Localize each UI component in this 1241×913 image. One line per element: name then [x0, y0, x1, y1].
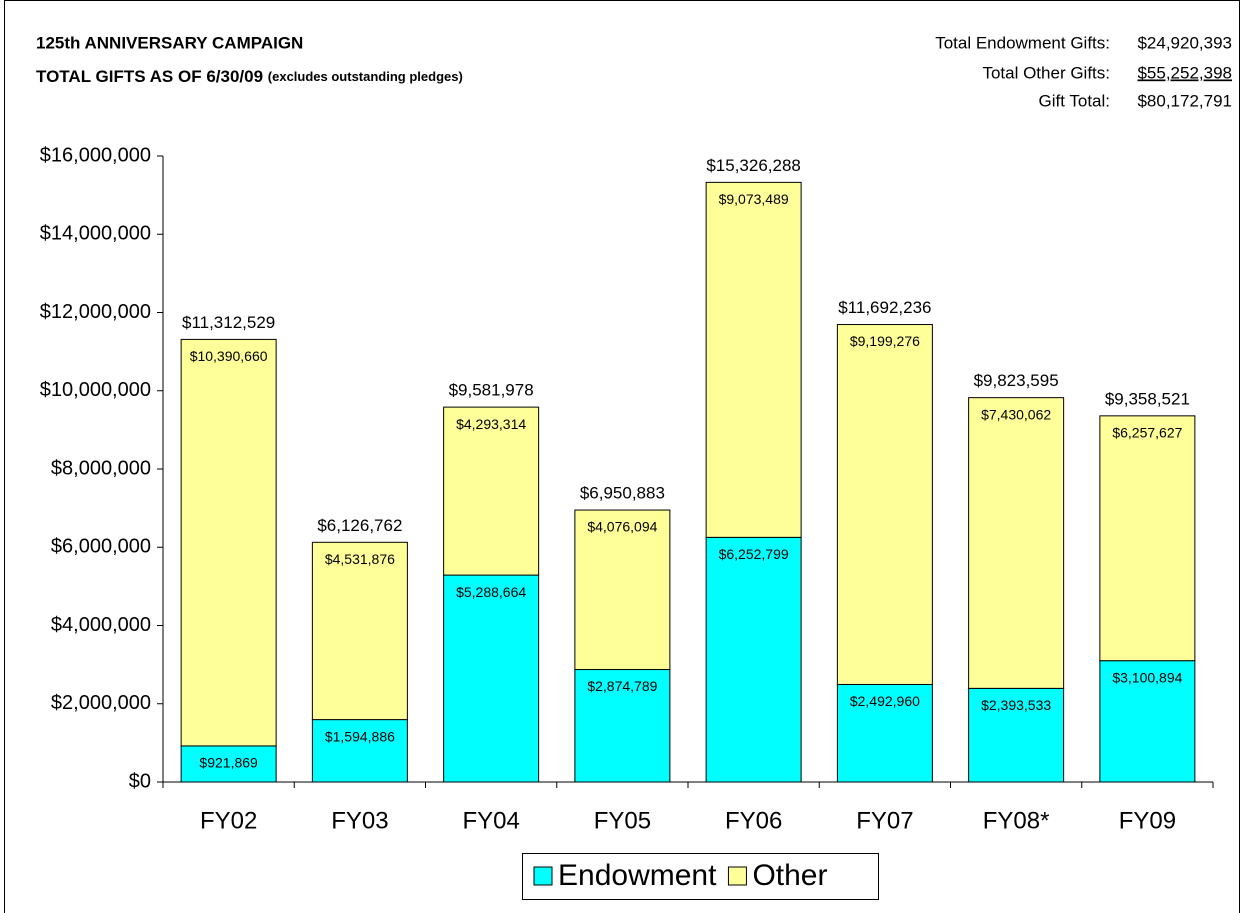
bar-segment — [311, 719, 408, 783]
x-tick-label: FY08* — [983, 807, 1050, 834]
bar-segment — [705, 181, 802, 538]
bar-segment — [705, 536, 802, 783]
x-tick-label: FY04 — [462, 807, 519, 834]
total-label: $9,358,521 — [1105, 389, 1190, 408]
y-tick-label: $4,000,000 — [51, 614, 151, 636]
legend-label: Endowment — [558, 859, 717, 892]
subtitle: TOTAL GIFTS AS OF 6/30/09 — [36, 67, 263, 86]
value-label: $6,252,799 — [719, 546, 789, 562]
chart-subtitle: TOTAL GIFTS AS OF 6/30/09 (excludes outs… — [36, 67, 463, 86]
legend-box — [522, 853, 879, 900]
summary-amount: $24,920,393 — [1137, 33, 1232, 52]
y-tick-label: $6,000,000 — [51, 536, 151, 558]
value-label: $6,257,627 — [1112, 425, 1182, 441]
total-label: $6,126,762 — [317, 516, 402, 535]
legend-swatch — [533, 866, 553, 886]
x-tick-label: FY02 — [200, 807, 257, 834]
value-label: $3,100,894 — [1112, 669, 1182, 685]
bar-segment — [574, 669, 671, 783]
value-label: $2,874,789 — [587, 678, 657, 694]
value-label: $4,531,876 — [325, 551, 395, 567]
y-tick-label: $10,000,000 — [40, 379, 151, 401]
bar-segment — [836, 683, 933, 783]
subtitle-note: (excludes outstanding pledges) — [268, 69, 463, 84]
chart-title: 125th ANNIVERSARY CAMPAIGN — [36, 33, 303, 52]
bar-segment — [968, 397, 1065, 689]
x-tick-label: FY03 — [331, 807, 388, 834]
summary-amount: $80,172,791 — [1137, 91, 1232, 110]
value-label: $4,293,314 — [456, 416, 526, 432]
value-label: $2,393,533 — [981, 697, 1051, 713]
bar-segment — [180, 338, 277, 747]
summary-label: Gift Total: — [1039, 91, 1111, 110]
value-label: $10,390,660 — [190, 348, 268, 364]
x-tick-label: FY05 — [594, 807, 651, 834]
x-tick-label: FY06 — [725, 807, 782, 834]
total-label: $11,692,236 — [838, 298, 931, 317]
frame — [4, 0, 1240, 913]
bar-segment — [443, 406, 540, 576]
bar-segment — [836, 324, 933, 685]
summary-label: Total Other Gifts: — [982, 63, 1110, 82]
legend-label: Other — [752, 859, 827, 892]
value-label: $9,199,276 — [850, 333, 920, 349]
bar-segment — [1099, 660, 1196, 783]
total-label: $9,581,978 — [449, 381, 534, 400]
bar-segment — [311, 541, 408, 721]
total-label: $11,312,529 — [182, 313, 275, 332]
value-label: $9,073,489 — [719, 191, 789, 207]
y-tick-label: $16,000,000 — [40, 144, 151, 166]
bar-segment — [968, 687, 1065, 783]
x-tick-label: FY07 — [856, 807, 913, 834]
total-label: $15,326,288 — [706, 156, 801, 175]
total-label: $9,823,595 — [974, 371, 1059, 390]
value-label: $2,492,960 — [850, 693, 920, 709]
summary-label: Total Endowment Gifts: — [935, 33, 1110, 52]
x-tick-label: FY09 — [1119, 807, 1176, 834]
y-tick-label: $8,000,000 — [51, 457, 151, 479]
bar-segment — [443, 574, 540, 783]
total-label: $6,950,883 — [580, 484, 665, 503]
value-label: $5,288,664 — [456, 584, 526, 600]
legend-swatch — [727, 866, 747, 886]
summary-amount: $55,252,398 — [1137, 63, 1232, 82]
value-label: $4,076,094 — [587, 519, 657, 535]
y-tick-label: $12,000,000 — [40, 301, 151, 323]
value-label: $7,430,062 — [981, 406, 1051, 422]
bar-segment — [180, 745, 277, 783]
value-label: $1,594,886 — [325, 728, 395, 744]
y-tick-label: $0 — [129, 770, 151, 792]
y-tick-label: $14,000,000 — [40, 223, 151, 245]
bar-segment — [574, 509, 671, 671]
value-label: $921,869 — [199, 755, 258, 771]
bar-segment — [1099, 415, 1196, 662]
y-tick-label: $2,000,000 — [51, 692, 151, 714]
